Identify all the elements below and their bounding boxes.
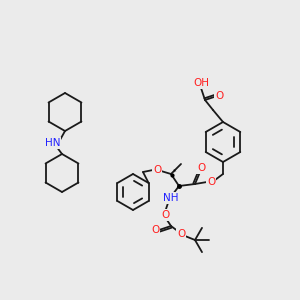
Text: O: O [153,165,161,175]
Text: O: O [197,163,205,173]
Text: HN: HN [45,138,61,148]
Text: O: O [177,229,185,239]
Text: O: O [215,91,223,101]
Text: O: O [161,210,169,220]
Text: O: O [207,177,215,187]
Text: *: * [173,169,177,175]
Text: OH: OH [193,78,209,88]
Text: NH: NH [163,193,179,203]
Text: O: O [151,225,159,235]
